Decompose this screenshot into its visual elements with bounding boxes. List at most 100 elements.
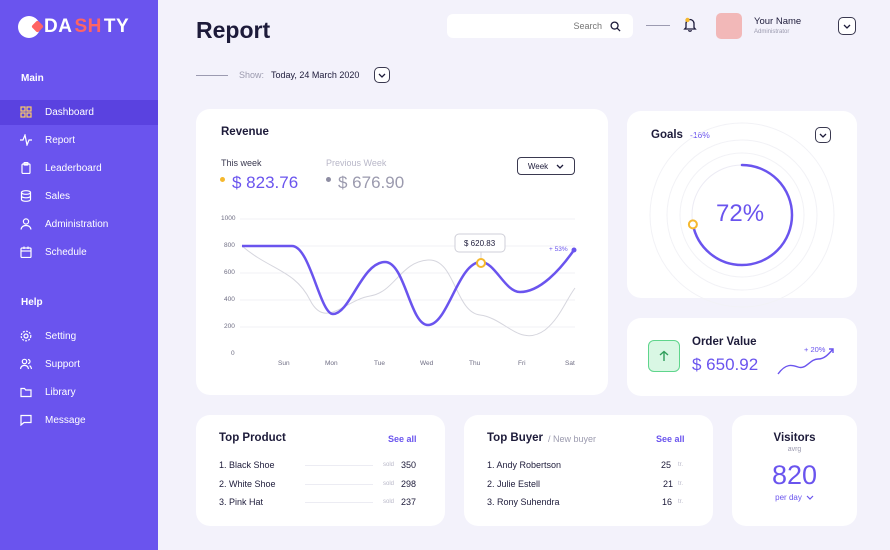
user-icon [20, 218, 32, 230]
order-value-change: + 20% [804, 345, 826, 354]
ring-decor [649, 122, 835, 308]
tooltip-value: $ 620.83 [464, 239, 496, 248]
logo-text-c: TY [103, 16, 130, 37]
sidebar-item-leaderboard[interactable]: Leaderboard [0, 156, 158, 181]
date-filter-dropdown[interactable] [374, 67, 390, 83]
sold-unit: sold [383, 481, 395, 487]
row-divider [305, 502, 373, 503]
chevron-down-icon [806, 495, 814, 500]
end-point-marker [571, 247, 577, 253]
top-buyer-title: Top Buyer [487, 432, 544, 444]
visitors-title: Visitors [773, 432, 816, 444]
list-item: 1. Andy Robertson [487, 460, 562, 470]
sidebar-item-support[interactable]: Support [0, 352, 158, 377]
sold-unit: sold [383, 462, 395, 468]
user-name: Your Name [754, 16, 802, 27]
top-product-see-all-link[interactable]: See all [388, 434, 417, 444]
database-icon [20, 190, 32, 202]
list-item: 3. Pink Hat [219, 497, 264, 507]
sidebar-item-label: Dashboard [45, 107, 94, 118]
sidebar-item-label: Report [45, 135, 76, 146]
search-bar[interactable] [447, 14, 633, 38]
previous-week-dot [326, 177, 331, 182]
goals-dropdown[interactable] [815, 127, 831, 143]
user-menu-button[interactable] [838, 17, 856, 35]
x-tick-label: Sat [565, 360, 575, 367]
bell-icon[interactable] [683, 17, 697, 32]
period-dropdown-label: Week [527, 161, 549, 171]
sidebar-item-message[interactable]: Message [0, 408, 158, 433]
sidebar-item-report[interactable]: Report [0, 128, 158, 153]
period-dropdown[interactable]: Week [517, 157, 575, 175]
tooltip-box [454, 233, 506, 253]
ring-progress-marker [687, 219, 698, 230]
search-icon[interactable] [610, 20, 621, 32]
this-week-line [242, 244, 576, 327]
transaction-unit: tr. [678, 462, 684, 468]
tooltip-marker [476, 258, 486, 268]
sidebar-item-dashboard[interactable]: Dashboard [0, 100, 158, 125]
users-icon [20, 358, 32, 370]
sidebar-item-library[interactable]: Library [0, 380, 158, 405]
message-icon [20, 414, 32, 426]
visitors-period-dropdown[interactable]: per day [732, 493, 857, 502]
goals-percent: 72% [716, 200, 765, 227]
sidebar: DA SH TY Main Dashboard Report Leaderboard… [0, 0, 158, 550]
top-buyer-subtitle: / New buyer [548, 434, 597, 444]
filter-divider [196, 75, 228, 76]
sidebar-item-setting[interactable]: Setting [0, 324, 158, 349]
search-input[interactable] [482, 21, 602, 31]
this-week-dot [220, 177, 225, 182]
x-tick-label: Sun [278, 360, 290, 367]
header-divider [646, 25, 670, 26]
gear-icon [20, 330, 32, 342]
sidebar-item-label: Schedule [45, 247, 87, 258]
sidebar-item-label: Sales [45, 191, 71, 202]
visitors-subtitle: avrg [787, 446, 802, 453]
list-item: 2. White Shoe [219, 479, 276, 489]
y-tick-label: 200 [224, 323, 235, 330]
order-value-trend-badge [648, 340, 680, 372]
chevron-down-icon [556, 164, 564, 169]
row-divider [305, 465, 373, 466]
transaction-unit: tr. [678, 481, 684, 487]
top-product-card [196, 415, 445, 526]
list-item: 1. Black Shoe [219, 460, 275, 470]
transaction-count: 16 [662, 497, 673, 507]
sidebar-item-label: Support [45, 359, 81, 370]
list-item: 3. Rony Suhendra [487, 497, 560, 507]
sidebar-item-label: Setting [45, 331, 77, 342]
y-tick-label: 600 [224, 269, 235, 276]
sold-value: 350 [401, 460, 417, 470]
visitors-value: 820 [771, 460, 818, 490]
sidebar-item-label: Message [45, 415, 86, 426]
calendar-icon [20, 246, 32, 258]
arrow-up-icon [659, 350, 669, 361]
visitors-card [732, 415, 857, 526]
row-divider [305, 484, 373, 485]
main-section-heading: Main [21, 73, 44, 84]
x-tick-label: Fri [518, 360, 526, 367]
transaction-count: 21 [663, 479, 674, 489]
sidebar-item-administration[interactable]: Administration [0, 212, 158, 237]
sidebar-item-schedule[interactable]: Schedule [0, 240, 158, 265]
sidebar-item-sales[interactable]: Sales [0, 184, 158, 209]
x-tick-label: Thu [469, 360, 481, 367]
y-tick-label: 0 [231, 350, 235, 357]
order-value-sparkline [777, 348, 834, 375]
order-value-amount: $ 650.92 [692, 355, 759, 374]
this-week-label: This week [221, 158, 262, 168]
y-tick-label: 800 [224, 242, 235, 249]
list-item: 2. Julie Estell [487, 479, 541, 489]
logo-text-a: DA [44, 16, 73, 37]
x-tick-label: Tue [374, 360, 385, 367]
avatar[interactable] [716, 13, 742, 39]
brand-logo[interactable]: DA SH TY [18, 16, 129, 38]
date-filter-value: Today, 24 March 2020 [271, 70, 360, 80]
clipboard-icon [21, 162, 31, 174]
chevron-down-icon [843, 24, 851, 29]
folder-icon [20, 387, 32, 398]
top-buyer-see-all-link[interactable]: See all [656, 434, 685, 444]
